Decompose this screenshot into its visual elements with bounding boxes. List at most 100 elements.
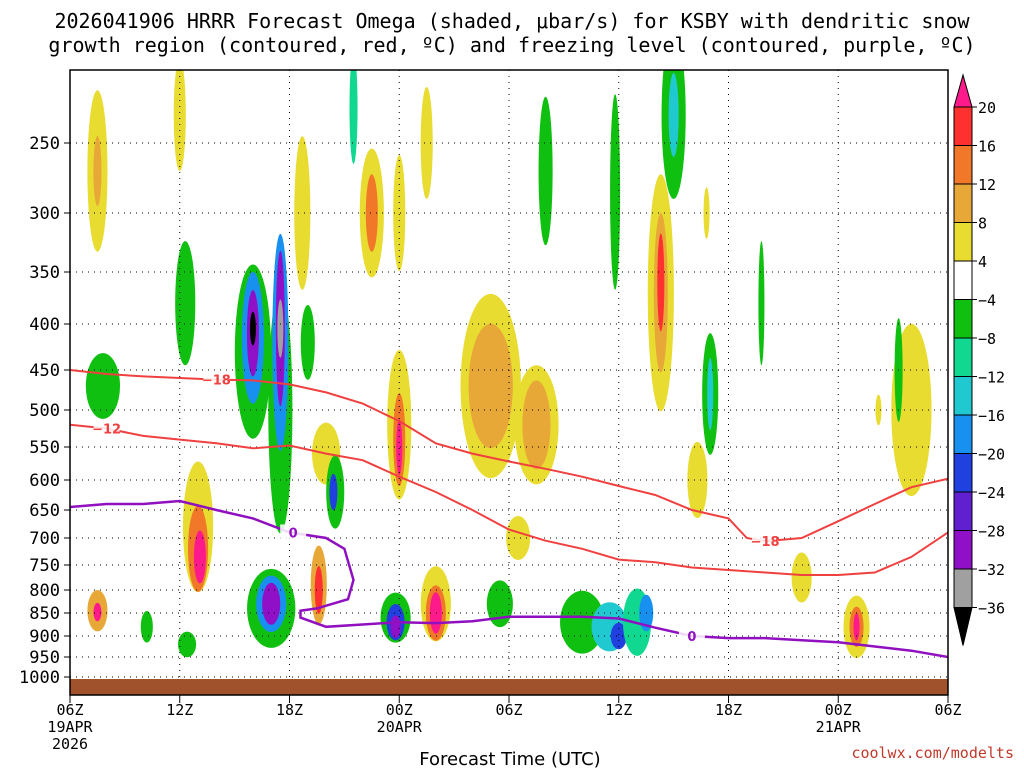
- x-tick-label: 18Z: [715, 701, 742, 719]
- contour-label: −18: [202, 374, 231, 389]
- y-tick-label: 850: [29, 604, 60, 624]
- colorbar-label: −16: [978, 407, 1005, 425]
- omega-cell: [560, 590, 605, 654]
- colorbar-min-triangle: [953, 607, 973, 646]
- colorbar-label: 8: [978, 215, 987, 233]
- omega-cell: [349, 70, 358, 164]
- colorbar: 20 16 12 8 4 −4 −8 −12 −16 −20 −24 −28 −32 −36: [953, 73, 1005, 646]
- omega-cell: [657, 233, 665, 332]
- omega-cell: [393, 154, 406, 272]
- omega-cell: [791, 552, 812, 603]
- omega-cell: [610, 622, 627, 650]
- colorbar-max-triangle: [953, 73, 973, 108]
- y-tick-label: 650: [29, 501, 60, 521]
- colorbar-label: 16: [978, 138, 996, 156]
- omega-cell: [173, 70, 186, 171]
- contour-label: −18: [751, 535, 780, 550]
- contour-label: 0: [687, 630, 696, 645]
- omega-cell: [300, 305, 315, 380]
- colorbar-box: [953, 376, 973, 416]
- contour-label-bg: [93, 420, 120, 436]
- omega-cell: [93, 136, 102, 206]
- omega-cell: [668, 73, 679, 157]
- contour-label: 0: [289, 526, 298, 541]
- colorbar-label: −4: [978, 292, 996, 310]
- colorbar-label: 4: [978, 253, 987, 271]
- y-tick-label: 750: [29, 556, 60, 576]
- y-tick-label: 500: [29, 401, 60, 421]
- omega-cell: [707, 357, 714, 431]
- colorbar-box: [953, 222, 973, 262]
- x-tick-sublabel: 21APR: [816, 718, 862, 736]
- grid-lines: [70, 70, 948, 695]
- omega-shading: [85, 70, 932, 658]
- omega-cell: [687, 442, 708, 518]
- colorbar-box: [953, 106, 973, 146]
- y-tick-label: 250: [29, 134, 60, 154]
- omega-cell: [486, 580, 513, 628]
- y-tick-label: 450: [29, 361, 60, 381]
- colorbar-label: 20: [978, 99, 996, 117]
- colorbar-label: −12: [978, 369, 1005, 387]
- colorbar-label: −24: [978, 484, 1005, 502]
- colorbar-label: −36: [978, 600, 1005, 618]
- x-tick-sublabel: 19APR: [47, 718, 93, 736]
- x-tick-sublabel: 2026: [52, 735, 88, 753]
- omega-cell: [758, 241, 765, 366]
- colorbar-box: [953, 530, 973, 570]
- omega-cell: [193, 530, 206, 584]
- x-tick-label: 06Z: [934, 701, 961, 719]
- colorbar-box: [953, 568, 973, 608]
- colorbar-box: [953, 183, 973, 223]
- colorbar-box: [953, 414, 973, 454]
- omega-cell: [277, 299, 284, 358]
- colorbar-box: [953, 337, 973, 377]
- contour-lines: −18 −18 −12 0 0: [70, 369, 948, 659]
- chart-title-line1: 2026041906 HRRR Forecast Omega (shaded, …: [54, 9, 970, 33]
- omega-cell: [329, 473, 338, 511]
- y-tick-label: 950: [29, 648, 60, 668]
- x-tick-label: 00Z: [386, 701, 413, 719]
- colorbar-label: −8: [978, 330, 996, 348]
- colorbar-box: [953, 491, 973, 531]
- terrain-ground: [70, 679, 948, 695]
- contour--12: [70, 423, 948, 576]
- omega-cell: [522, 380, 551, 470]
- contour-freezing: [70, 499, 948, 659]
- x-axis-label: Forecast Time (UTC): [419, 749, 600, 768]
- x-tick-label: 06Z: [495, 701, 522, 719]
- chart-title-line2: growth region (contoured, red, ºC) and f…: [48, 33, 976, 57]
- omega-cell: [610, 94, 621, 290]
- contour-label-bg: [752, 533, 779, 549]
- x-tick-label: 12Z: [166, 701, 193, 719]
- colorbar-box: [953, 260, 973, 300]
- omega-cell: [875, 394, 882, 426]
- terrain-strip: [70, 679, 948, 695]
- y-tick-label: 800: [29, 581, 60, 601]
- y-tick-label: 900: [29, 627, 60, 647]
- omega-cell: [140, 611, 153, 643]
- contour-label-bg: [203, 371, 230, 387]
- y-tick-label: 700: [29, 529, 60, 549]
- omega-cell: [538, 96, 553, 246]
- colorbar-label: −32: [978, 561, 1005, 579]
- contour-label: −12: [92, 423, 121, 438]
- omega-cell: [249, 311, 256, 346]
- x-tick-sublabel: 20APR: [377, 718, 423, 736]
- x-tick-label: 18Z: [276, 701, 303, 719]
- omega-cell: [175, 241, 196, 366]
- x-tick-label: 00Z: [825, 701, 852, 719]
- colorbar-box: [953, 453, 973, 493]
- omega-cell: [294, 136, 311, 290]
- omega-cell: [506, 516, 531, 560]
- omega-cell: [468, 323, 513, 449]
- colorbar-box: [953, 299, 973, 339]
- credit-link[interactable]: coolwx.com/modelts: [851, 744, 1014, 762]
- y-tick-label: 600: [29, 471, 60, 491]
- contour-label-bg: [280, 524, 307, 540]
- omega-cell: [420, 87, 433, 199]
- y-tick-label: 550: [29, 438, 60, 458]
- colorbar-label: −20: [978, 446, 1005, 464]
- x-tick-label: 12Z: [605, 701, 632, 719]
